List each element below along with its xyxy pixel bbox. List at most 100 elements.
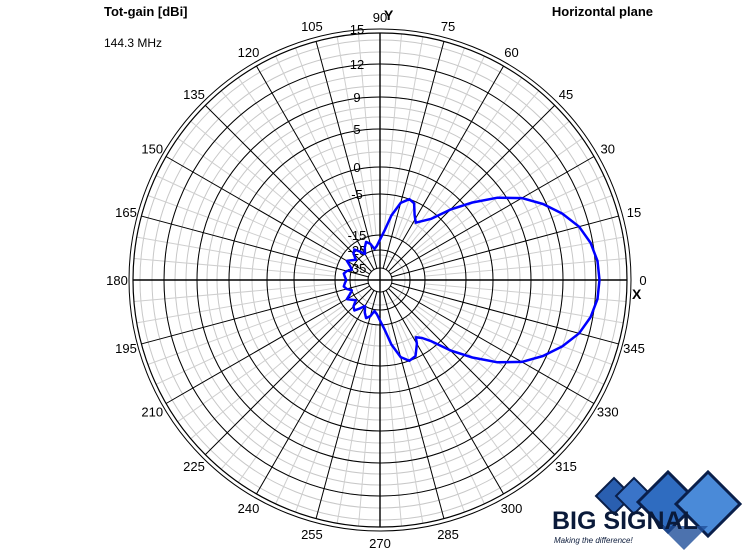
major-spoke [315, 291, 378, 519]
fine-spoke [357, 324, 377, 527]
angle-tick-label: 30 [601, 142, 615, 157]
fine-spoke [422, 195, 613, 266]
angle-tick-label: 255 [301, 527, 323, 542]
fine-spoke [398, 320, 485, 505]
fine-spoke [336, 324, 373, 524]
angle-tick-label: 150 [141, 142, 163, 157]
major-spoke [141, 282, 369, 345]
fine-spoke [394, 47, 465, 238]
fine-spoke [147, 195, 338, 266]
fine-spoke [275, 320, 362, 505]
big-signal-logo: BIG SIGNAL Making the difference! [552, 469, 743, 550]
major-spoke [315, 41, 378, 269]
major-spoke [390, 285, 595, 404]
fine-spoke [420, 298, 605, 385]
fine-spoke [136, 287, 336, 324]
fine-spoke [336, 36, 373, 236]
radial-tick-label: 15 [350, 22, 364, 37]
fine-spoke [398, 55, 485, 240]
major-spoke [390, 156, 595, 275]
major-spoke [204, 104, 372, 272]
angle-tick-label: 60 [504, 45, 518, 60]
fine-spoke [295, 47, 366, 238]
radial-tick-label: 12 [350, 57, 364, 72]
fine-spoke [405, 316, 523, 483]
major-spoke [382, 291, 445, 519]
fine-spoke [387, 324, 424, 524]
fine-spoke [220, 314, 352, 470]
angle-tick-label: 240 [238, 501, 260, 516]
y-axis-name: Y [384, 7, 394, 23]
fine-spoke [420, 175, 605, 262]
fine-spoke [147, 294, 338, 365]
angle-tick-label: 120 [238, 45, 260, 60]
major-spoke [382, 41, 445, 269]
fine-spoke [416, 305, 583, 423]
major-spoke [204, 288, 372, 456]
major-spoke [385, 65, 504, 270]
fine-spoke [177, 305, 344, 423]
fine-spoke [414, 308, 570, 440]
fine-spoke [155, 298, 340, 385]
fine-spoke [220, 90, 352, 246]
angle-tick-label: 75 [441, 19, 455, 34]
angle-tick-label: 300 [501, 501, 523, 516]
major-spoke [256, 290, 375, 495]
angle-tick-label: 180 [106, 273, 128, 288]
major-spoke [391, 282, 619, 345]
angle-tick-label: 225 [183, 459, 205, 474]
fine-spoke [133, 257, 336, 277]
radial-tick-label: 5 [353, 122, 360, 137]
major-spoke [165, 156, 370, 275]
x-axis-name: X [632, 286, 642, 302]
gain-pattern-series [342, 196, 601, 364]
fine-spoke [416, 137, 583, 255]
fine-spoke [190, 308, 346, 440]
angle-tick-label: 270 [369, 536, 391, 551]
fine-spoke [275, 55, 362, 240]
angle-tick-label: 90 [373, 10, 387, 25]
fine-spoke [383, 33, 403, 236]
fine-spoke [383, 324, 403, 527]
fine-spoke [394, 322, 465, 513]
radial-tick-label: -15 [348, 228, 367, 243]
angle-tick-label: 0 [639, 273, 646, 288]
angle-tick-label: 330 [597, 405, 619, 420]
major-grid [128, 28, 632, 532]
fine-spoke [155, 175, 340, 262]
angle-tick-label: 165 [115, 205, 137, 220]
chart-title: Tot-gain [dBi] [104, 4, 188, 19]
fine-spoke [414, 120, 570, 252]
major-spoke [391, 215, 619, 278]
angle-tick-label: 285 [437, 527, 459, 542]
logo-text: BIG SIGNAL [552, 507, 698, 535]
radial-tick-label: -35 [348, 261, 367, 276]
angle-tick-label: 15 [627, 205, 641, 220]
angle-tick-label: 195 [115, 341, 137, 356]
fine-spoke [133, 283, 336, 303]
fine-spoke [136, 236, 336, 273]
fine-spoke [237, 77, 355, 244]
major-spoke [388, 288, 556, 456]
fine-spoke [357, 33, 377, 236]
fine-spoke [422, 294, 613, 365]
angle-tick-label: 135 [183, 87, 205, 102]
pattern-line [342, 196, 601, 364]
angle-tick-label: 210 [141, 405, 163, 420]
fine-spoke [424, 283, 627, 303]
major-spoke [388, 104, 556, 272]
logo-tagline: Making the difference! [554, 536, 633, 545]
radial-tick-label: -5 [351, 187, 363, 202]
frequency-label: 144.3 MHz [104, 36, 163, 50]
major-ring [128, 28, 632, 532]
angle-tick-label: 105 [301, 19, 323, 34]
major-spoke [165, 285, 370, 404]
major-spoke [256, 65, 375, 270]
fine-spoke [177, 137, 344, 255]
angle-tick-label: 345 [623, 341, 645, 356]
major-spoke [141, 215, 369, 278]
angle-tick-label: 45 [559, 87, 573, 102]
fine-spoke [237, 316, 355, 483]
angle-tick-label: 315 [555, 459, 577, 474]
major-spoke [385, 290, 504, 495]
